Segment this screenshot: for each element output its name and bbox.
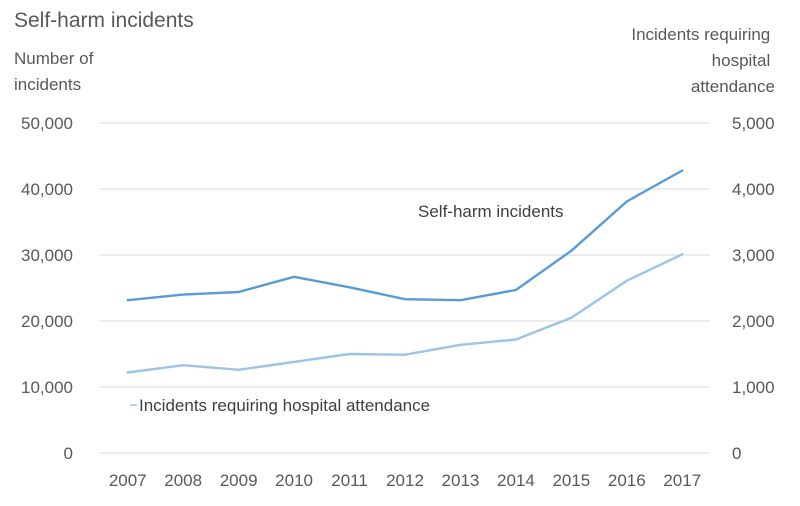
left-tick-label: 30,000	[21, 246, 73, 265]
x-axis-ticks: 2007 2008 2009 2010 2011 2012 2013 2014 2015 2016…	[109, 471, 701, 490]
left-axis-title-line-1: Number of	[14, 49, 94, 68]
right-tick-label: 0	[732, 444, 741, 463]
series-lines	[126, 169, 684, 374]
series-label-hospital: Incidents requiring hospital attendance	[139, 396, 430, 415]
x-tick-label: 2015	[552, 471, 590, 490]
left-axis-title-line-2: incidents	[14, 75, 81, 94]
left-tick-label: 50,000	[21, 114, 73, 133]
left-tick-label: 40,000	[21, 180, 73, 199]
x-tick-label: 2009	[220, 471, 258, 490]
series-line-hospital	[126, 253, 684, 374]
left-axis-ticks: 0 10,000 20,000 30,000 40,000 50,000	[21, 114, 73, 463]
x-tick-label: 2016	[608, 471, 646, 490]
right-tick-label: 3,000	[732, 246, 775, 265]
left-tick-label: 0	[64, 444, 73, 463]
right-tick-label: 2,000	[732, 312, 775, 331]
left-tick-label: 20,000	[21, 312, 73, 331]
x-tick-label: 2010	[275, 471, 313, 490]
series-label-self-harm: Self-harm incidents	[418, 202, 564, 221]
right-axis-title: Incidents requiring hospital attendance	[631, 25, 775, 96]
right-tick-label: 5,000	[732, 114, 775, 133]
right-axis-title-line-1: Incidents requiring	[631, 25, 770, 44]
right-axis-title-line-3: attendance	[691, 77, 775, 96]
x-tick-label: 2008	[164, 471, 202, 490]
right-axis-ticks: 0 1,000 2,000 3,000 4,000 5,000	[732, 114, 775, 463]
right-tick-label: 4,000	[732, 180, 775, 199]
series-line-self-harm	[126, 169, 684, 302]
x-tick-label: 2013	[442, 471, 480, 490]
x-tick-label: 2011	[331, 471, 368, 490]
x-tick-label: 2012	[386, 471, 424, 490]
x-tick-label: 2017	[663, 471, 701, 490]
right-tick-label: 1,000	[732, 378, 775, 397]
chart-title: Self-harm incidents	[14, 9, 194, 32]
right-axis-title-line-2: hospital	[712, 51, 771, 70]
gridlines	[100, 122, 710, 454]
left-axis-title: Number of incidents	[14, 49, 98, 94]
x-tick-label: 2014	[497, 471, 535, 490]
left-tick-label: 10,000	[21, 378, 73, 397]
x-tick-label: 2007	[109, 471, 147, 490]
